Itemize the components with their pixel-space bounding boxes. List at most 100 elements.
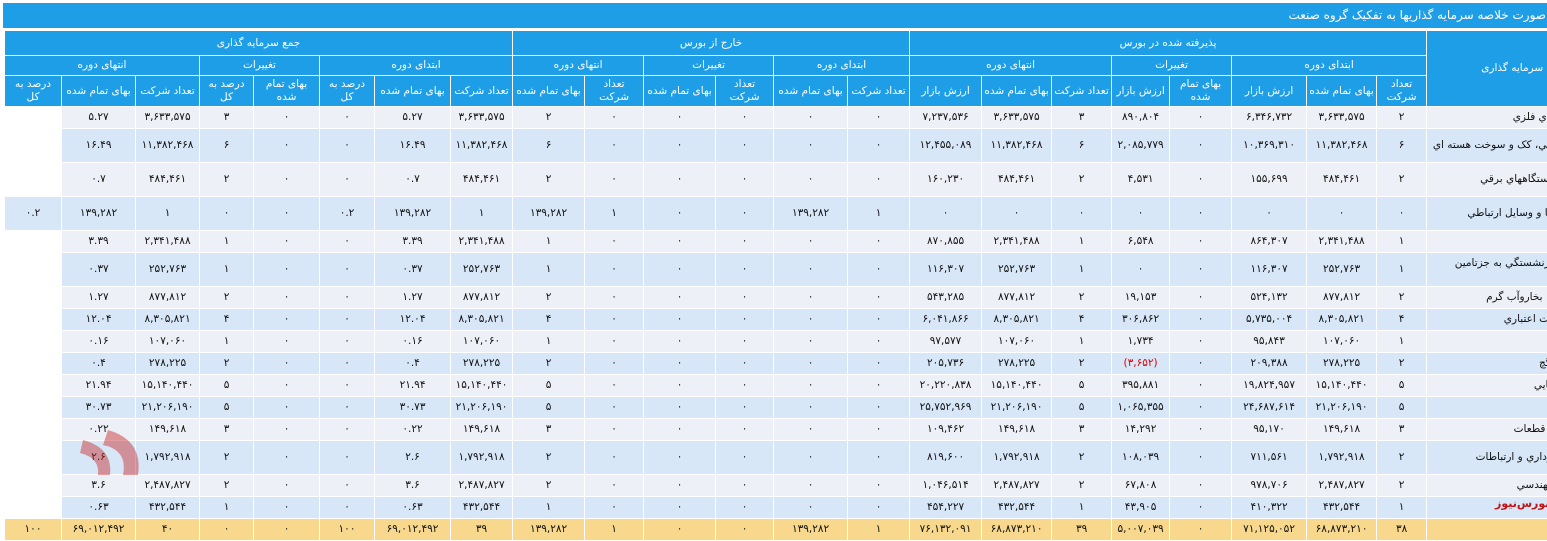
table-cell: ۰ bbox=[716, 253, 774, 287]
table-cell: ۰ bbox=[254, 163, 320, 197]
table-cell: ۰ bbox=[585, 331, 644, 353]
table-cell: ۰ bbox=[585, 475, 644, 497]
table-cell: ۲۷۸,۲۲۵ bbox=[136, 353, 200, 375]
table-cell: ۰ bbox=[585, 497, 644, 519]
table-cell: ۱ bbox=[513, 497, 585, 519]
table-cell: ۱۶.۴۹ bbox=[375, 129, 451, 163]
table-cell: ۰ bbox=[585, 441, 644, 475]
table-cell: ۰ bbox=[585, 375, 644, 397]
table-cell: ۱۳۹,۲۸۲ bbox=[774, 519, 848, 541]
table-cell: ۰.۳۷ bbox=[62, 253, 136, 287]
row-label: خدمات فني و مهندسي bbox=[1427, 475, 1547, 497]
table-cell: ۲ bbox=[1052, 163, 1112, 197]
table-cell: ۰ bbox=[774, 287, 848, 309]
table-cell: ۲,۴۸۷,۸۲۷ bbox=[1307, 475, 1377, 497]
table-cell: ۵.۲۷ bbox=[375, 107, 451, 129]
listed-end: انتهای دوره bbox=[910, 56, 1112, 76]
table-cell: ۱.۲۷ bbox=[62, 287, 136, 309]
table-cell: ۲۷۸,۲۲۵ bbox=[982, 353, 1052, 375]
table-cell: ۵ bbox=[513, 375, 585, 397]
table-cell: ۹۷,۵۷۷ bbox=[910, 331, 982, 353]
table-cell: ۲ bbox=[200, 163, 254, 197]
table-cell: ۶ bbox=[1377, 129, 1427, 163]
table-cell: ۱۰۹,۴۶۲ bbox=[910, 419, 982, 441]
col-count: تعداد شرکت bbox=[716, 76, 774, 107]
table-cell: ۴۱۰,۳۲۲ bbox=[1232, 497, 1307, 519]
table-cell: ۷۶,۱۳۲,۰۹۱ bbox=[910, 519, 982, 541]
table-cell: ۱ bbox=[1377, 231, 1427, 253]
table-cell: ۰ bbox=[716, 309, 774, 331]
table-row: عرضه برق، گاز، بخاروآب گرم۲۸۷۷,۸۱۲۵۲۴,۱۳… bbox=[5, 287, 1547, 309]
table-cell: ۰.۷ bbox=[375, 163, 451, 197]
col-cost: بهای تمام شده bbox=[513, 76, 585, 107]
table-cell: ۲ bbox=[200, 475, 254, 497]
table-cell: ۲۱.۹۴ bbox=[62, 375, 136, 397]
table-cell: ۱۰۷,۰۶۰ bbox=[1307, 331, 1377, 353]
group-listed: پذیرفته شده در بورس bbox=[910, 31, 1427, 56]
table-cell: ۰ bbox=[644, 163, 716, 197]
table-cell: ۱ bbox=[136, 197, 200, 231]
table-cell: ۱۱,۳۸۲,۴۶۸ bbox=[451, 129, 513, 163]
table-cell: ۱.۲۷ bbox=[375, 287, 451, 309]
table-cell: ۶۹,۰۱۲,۴۹۲ bbox=[375, 519, 451, 541]
group-total: جمع سرمایه گذاری bbox=[5, 31, 513, 56]
row-label: فلزات اساسي bbox=[1427, 397, 1547, 419]
table-cell: ۹۷۸,۷۰۶ bbox=[1232, 475, 1307, 497]
table-cell: ۰ bbox=[1170, 331, 1232, 353]
table-cell: ۰ bbox=[644, 231, 716, 253]
table-cell: ۱ bbox=[1377, 253, 1427, 287]
table-cell: ۰ bbox=[1170, 519, 1232, 541]
table-cell: ۱۶۰,۲۳۰ bbox=[910, 163, 982, 197]
table-cell: ۲۷۸,۲۲۵ bbox=[1307, 353, 1377, 375]
table-cell: ۰ bbox=[254, 231, 320, 253]
table-cell: ۲ bbox=[513, 441, 585, 475]
table-cell: ۶,۵۴۸ bbox=[1112, 231, 1170, 253]
table-cell: ۰ bbox=[644, 397, 716, 419]
table-row: سرمایه گذاریها۱۱۰۷,۰۶۰۹۵,۸۴۳۰۱,۷۳۴۱۱۰۷,۰… bbox=[5, 331, 1547, 353]
table-cell: ۰ bbox=[254, 107, 320, 129]
table-cell: ۱ bbox=[200, 331, 254, 353]
table-cell: ۰ bbox=[848, 441, 910, 475]
table-cell: ۳۰۶,۸۶۲ bbox=[1112, 309, 1170, 331]
table-cell: ۴۳۲,۵۴۴ bbox=[982, 497, 1052, 519]
table-cell: ۰ bbox=[320, 375, 375, 397]
row-label: استخراج کانه هاي فلزي bbox=[1427, 107, 1547, 129]
row-label: محصولات شیمیایي bbox=[1427, 375, 1547, 397]
row-label: ماشین آلات و دستگاههاي برقي bbox=[1427, 163, 1547, 197]
table-cell: ۱۶.۴۹ bbox=[62, 129, 136, 163]
col-count: تعداد شرکت bbox=[1052, 76, 1112, 107]
table-cell: ۸۱۹,۶۰۰ bbox=[910, 441, 982, 475]
table-cell: ۰ bbox=[848, 253, 910, 287]
table-cell: ۰ bbox=[585, 419, 644, 441]
table-cell: ۰ bbox=[1170, 231, 1232, 253]
table-cell: ۰.۴ bbox=[375, 353, 451, 375]
table-cell: ۶,۳۴۶,۷۳۲ bbox=[1232, 107, 1307, 129]
row-label: بانکها و موسسات اعتباري bbox=[1427, 309, 1547, 331]
table-cell: ۰.۲ bbox=[320, 197, 375, 231]
table-cell: ۱,۰۴۶,۵۱۴ bbox=[910, 475, 982, 497]
table-cell: ۱۱,۳۸۲,۴۶۸ bbox=[982, 129, 1052, 163]
table-cell: ۸۷۷,۸۱۲ bbox=[1307, 287, 1377, 309]
table-row: بانکها و موسسات اعتباري۴۸,۳۰۵,۸۲۱۵,۷۳۵,۰… bbox=[5, 309, 1547, 331]
table-cell: ۰ bbox=[254, 519, 320, 541]
table-cell: ۰ bbox=[774, 353, 848, 375]
col-cost: بهای تمام شده bbox=[774, 76, 848, 107]
table-cell: ۰ bbox=[1170, 419, 1232, 441]
table-cell: ۴ bbox=[1052, 309, 1112, 331]
table-cell: ۲,۴۸۷,۸۲۷ bbox=[982, 475, 1052, 497]
table-cell: ۰ bbox=[644, 107, 716, 129]
col-count: تعداد شرکت bbox=[136, 76, 200, 107]
table-cell: ۶۸,۸۷۳,۲۱۰ bbox=[1307, 519, 1377, 541]
table-cell: ۵ bbox=[1052, 397, 1112, 419]
table-cell: ۴۸۴,۴۶۱ bbox=[982, 163, 1052, 197]
table-cell: ۳.۶ bbox=[375, 475, 451, 497]
investment-summary-table: شرح سرمایه گذاری پذیرفته شده در بورس خار… bbox=[4, 30, 1547, 541]
table-cell: ۱ bbox=[1052, 253, 1112, 287]
table-cell: ۱۱۶,۳۰۷ bbox=[910, 253, 982, 287]
table-cell: ۲۰۵,۷۳۶ bbox=[910, 353, 982, 375]
table-cell: ۰ bbox=[644, 375, 716, 397]
table-cell: ۱ bbox=[1052, 497, 1112, 519]
table-cell: ۵ bbox=[513, 397, 585, 419]
col-market: ارزش بازار bbox=[910, 76, 982, 107]
table-cell: ۰ bbox=[716, 107, 774, 129]
